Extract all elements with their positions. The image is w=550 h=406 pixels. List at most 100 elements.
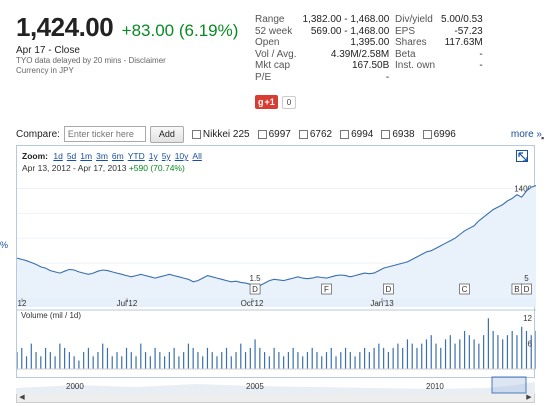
stat-value: -57.23	[454, 25, 483, 37]
compare-ticker-label: Nikkei 225	[202, 128, 250, 140]
stat-key: EPS	[395, 25, 416, 37]
event-marker-label: D	[386, 285, 392, 294]
more-link[interactable]: more »	[510, 128, 542, 140]
overview-tick-label: 2005	[246, 382, 264, 391]
plus-one-count: 0	[281, 95, 297, 109]
zoom-bar: Zoom: 1d 5d 1m 3m 6m YTD 1y 5y 10y All	[22, 151, 206, 161]
x-tick-label: Jan'13	[370, 299, 394, 308]
stat-value: 4.39M/2.58M	[330, 48, 390, 60]
stat-key: Vol / Avg.	[255, 48, 297, 60]
event-marker-label: B	[514, 285, 519, 294]
x-tick-label: 12	[18, 299, 27, 308]
expand-icon[interactable]	[516, 150, 528, 162]
compare-ticker[interactable]: 6938	[381, 129, 415, 140]
stat-value: 569.00 - 1,468.00	[310, 25, 390, 37]
event-marker[interactable]	[459, 283, 470, 295]
event-marker[interactable]	[383, 283, 394, 295]
chart-canvas[interactable]: 60080010001200140012Jul'12Oct'12Jan'13D1…	[17, 146, 536, 379]
compare-ticker[interactable]: Nikkei 225	[191, 128, 250, 140]
compare-ticker-label: 6997	[268, 128, 291, 140]
compare-bar: Compare: Add Nikkei 225 6997 6762 6994 6938 6…	[16, 125, 550, 143]
compare-ticker[interactable]: 6997	[257, 128, 291, 140]
checkbox[interactable]	[298, 129, 308, 139]
zoom-option[interactable]: 5y	[161, 151, 171, 161]
price-area	[17, 185, 536, 298]
volume-tick-label: 6	[528, 340, 533, 349]
zoom-option[interactable]: All	[192, 151, 202, 161]
range-gain: +590 (70.74%)	[128, 163, 185, 173]
zoom-option[interactable]: 3m	[96, 151, 108, 161]
x-tick-label: Oct'12	[241, 299, 264, 308]
stat-value: 1,395.00	[350, 37, 390, 48]
data-disclaimer[interactable]: TYO data delayed by 20 mins - Disclaimer	[16, 56, 166, 65]
stat-row: 52 week 569.00 - 1,468.00	[255, 26, 389, 38]
quote-summary: 1,424.00 +83.00 (6.19%) Apr 17 - Close T…	[16, 12, 238, 76]
zoom-option[interactable]: 1y	[148, 151, 158, 161]
stat-value: 5.00/0.53	[441, 14, 483, 25]
checkbox[interactable]	[381, 129, 391, 139]
event-marker-label: D	[252, 285, 258, 294]
compare-ticker-label: 6762	[309, 128, 333, 140]
checkbox[interactable]	[257, 129, 267, 139]
event-marker[interactable]	[521, 283, 532, 295]
compare-label: Compare:	[16, 128, 60, 140]
compare-ticker-input[interactable]	[63, 126, 146, 142]
x-tick-label: Jul'12	[117, 299, 138, 308]
stat-key: Range	[255, 14, 285, 25]
overview-tick-label: 2000	[66, 382, 84, 391]
stat-key: Mkt cap	[255, 60, 291, 71]
key-stats-right: Div/yield 5.00/0.53 EPS -57.23 Shares 117.63M…	[395, 14, 535, 72]
event-marker-label: F	[324, 285, 329, 294]
zoom-option[interactable]: 10y	[174, 151, 189, 161]
stat-value: -	[479, 48, 483, 60]
overview-area	[16, 382, 535, 394]
stat-key: Beta	[395, 48, 416, 60]
stat-row: Div/yield 5.00/0.53	[395, 14, 483, 26]
stat-value: 167.50B	[352, 60, 390, 71]
event-marker-label: C	[462, 285, 468, 294]
stat-key: Div/yield	[395, 14, 433, 25]
event-marker-note: 5	[524, 274, 529, 283]
checkbox[interactable]	[340, 129, 350, 139]
compare-ticker[interactable]: 6762	[298, 128, 333, 140]
date-range-text: Apr 13, 2012 - Apr 17, 2013	[22, 163, 127, 173]
event-marker[interactable]	[321, 283, 332, 295]
checkbox[interactable]	[191, 129, 201, 139]
zoom-option[interactable]: 5d	[66, 151, 77, 161]
date-range: Apr 13, 2012 - Apr 17, 2013 +590 (70.74%…	[22, 163, 185, 173]
stat-value: 1,382.00 - 1,468.00	[302, 14, 390, 25]
compare-ticker[interactable]: 6994	[340, 129, 373, 140]
compare-ticker[interactable]: 6996	[422, 129, 456, 140]
stat-row: Vol / Avg. 4.39M/2.58M	[255, 49, 389, 61]
scroll-right-icon[interactable]: ▶	[526, 394, 532, 401]
zoom-option[interactable]: YTD	[127, 151, 145, 161]
key-stats-left: Range 1,382.00 - 1,468.00 52 week 569.00 - …	[255, 14, 389, 83]
zoom-option[interactable]: 1m	[80, 151, 93, 161]
scroll-left-icon[interactable]: ◀	[19, 394, 25, 401]
volume-tick-label: 12	[523, 314, 532, 323]
stat-row: EPS -57.23	[395, 26, 483, 38]
zoom-option[interactable]: 1d	[53, 151, 63, 161]
price-chart: Zoom: 1d 5d 1m 3m 6m YTD 1y 5y 10y All Apr 13, 20…	[16, 145, 536, 379]
google-plus-widget: g +1 0	[255, 95, 297, 109]
stat-key: Inst. own	[395, 60, 436, 71]
stat-row: Range 1,382.00 - 1,468.00	[255, 14, 389, 26]
y-tick-label: 1400	[514, 184, 532, 193]
google-plus-button[interactable]: g +1	[255, 95, 278, 109]
event-marker[interactable]	[249, 283, 261, 295]
volume-label: Volume (mil / 1d)	[21, 311, 81, 320]
stat-row: Beta -	[395, 49, 483, 61]
stat-key: Shares	[395, 37, 427, 48]
stat-row: Open 1,395.00	[255, 37, 389, 49]
price-change: +83.00 (6.19%)	[121, 21, 239, 40]
checkbox[interactable]	[422, 129, 432, 139]
overview-strip[interactable]: 2000 2005 2010	[16, 376, 535, 394]
currency-note: Currency in JPY	[16, 66, 74, 75]
stat-value: -	[385, 71, 390, 83]
zoom-option[interactable]: 6m	[111, 151, 124, 161]
edge-mark: ▪	[541, 133, 545, 143]
add-ticker-button[interactable]: Add	[149, 125, 184, 143]
stat-row: Shares 117.63M	[395, 37, 483, 49]
google-plus-icon: g	[258, 97, 264, 107]
overview-window-handle[interactable]	[491, 376, 527, 394]
